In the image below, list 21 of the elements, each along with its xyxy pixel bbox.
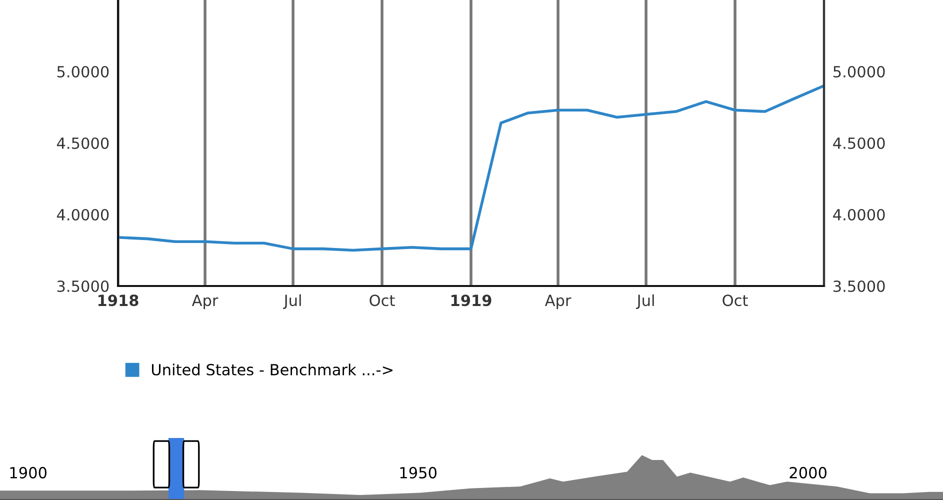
- x-tick-label: Oct: [370, 294, 395, 306]
- x-tick-label: Jul: [283, 294, 301, 309]
- x-tick-label: Jul: [636, 294, 654, 309]
- x-tick-label: 1919: [451, 294, 492, 306]
- x-tick-label: 1900: [10, 466, 47, 478]
- legend-label: United States - Benchmark ...->: [152, 364, 392, 376]
- y2-tick-label: 5.0000: [834, 66, 885, 78]
- y2-tick-label: 4.0000: [833, 208, 885, 221]
- line-series: [118, 84, 824, 252]
- x-tick-label: Apr: [544, 294, 572, 310]
- y-tick-label: 3.5000: [57, 280, 109, 292]
- x-tick-label: 2000: [790, 466, 826, 478]
- x-tick-label: Apr: [192, 294, 218, 310]
- y-tick-label: 4.0000: [56, 208, 109, 221]
- y2-tick-label: 4.5000: [833, 137, 885, 150]
- y2-tick-label: 3.5000: [834, 280, 885, 292]
- x-tick-label: 1950: [400, 466, 436, 478]
- y-tick-label: 4.5000: [56, 137, 109, 150]
- x-tick-label: Oct: [722, 294, 748, 306]
- y-tick-label: 5.0000: [57, 66, 109, 78]
- x-tick-label: 1918: [98, 294, 138, 306]
